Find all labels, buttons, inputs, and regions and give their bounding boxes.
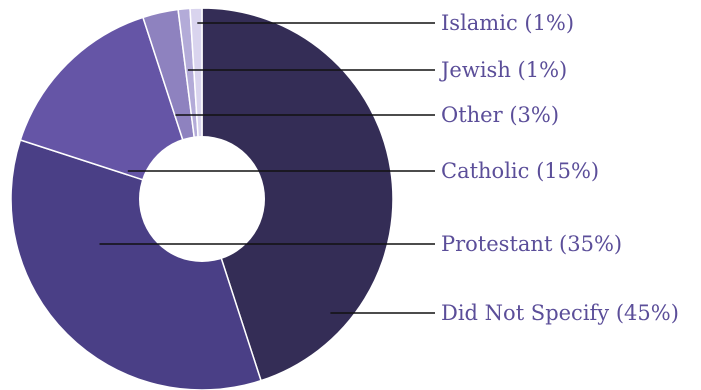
label-other: Other (3%) xyxy=(441,103,559,127)
label-did-not-specify: Did Not Specify (45%) xyxy=(441,301,679,325)
label-catholic: Catholic (15%) xyxy=(441,159,599,183)
label-islamic: Islamic (1%) xyxy=(441,11,574,35)
leader-lines xyxy=(99,22,435,314)
label-protestant: Protestant (35%) xyxy=(441,232,622,256)
donut-slices xyxy=(10,7,394,390)
label-jewish: Jewish (1%) xyxy=(439,58,567,82)
donut-hole xyxy=(139,136,265,262)
slice-labels: Did Not Specify (45%) Protestant (35%) Cat… xyxy=(439,11,679,325)
slice-catholic xyxy=(19,16,204,201)
